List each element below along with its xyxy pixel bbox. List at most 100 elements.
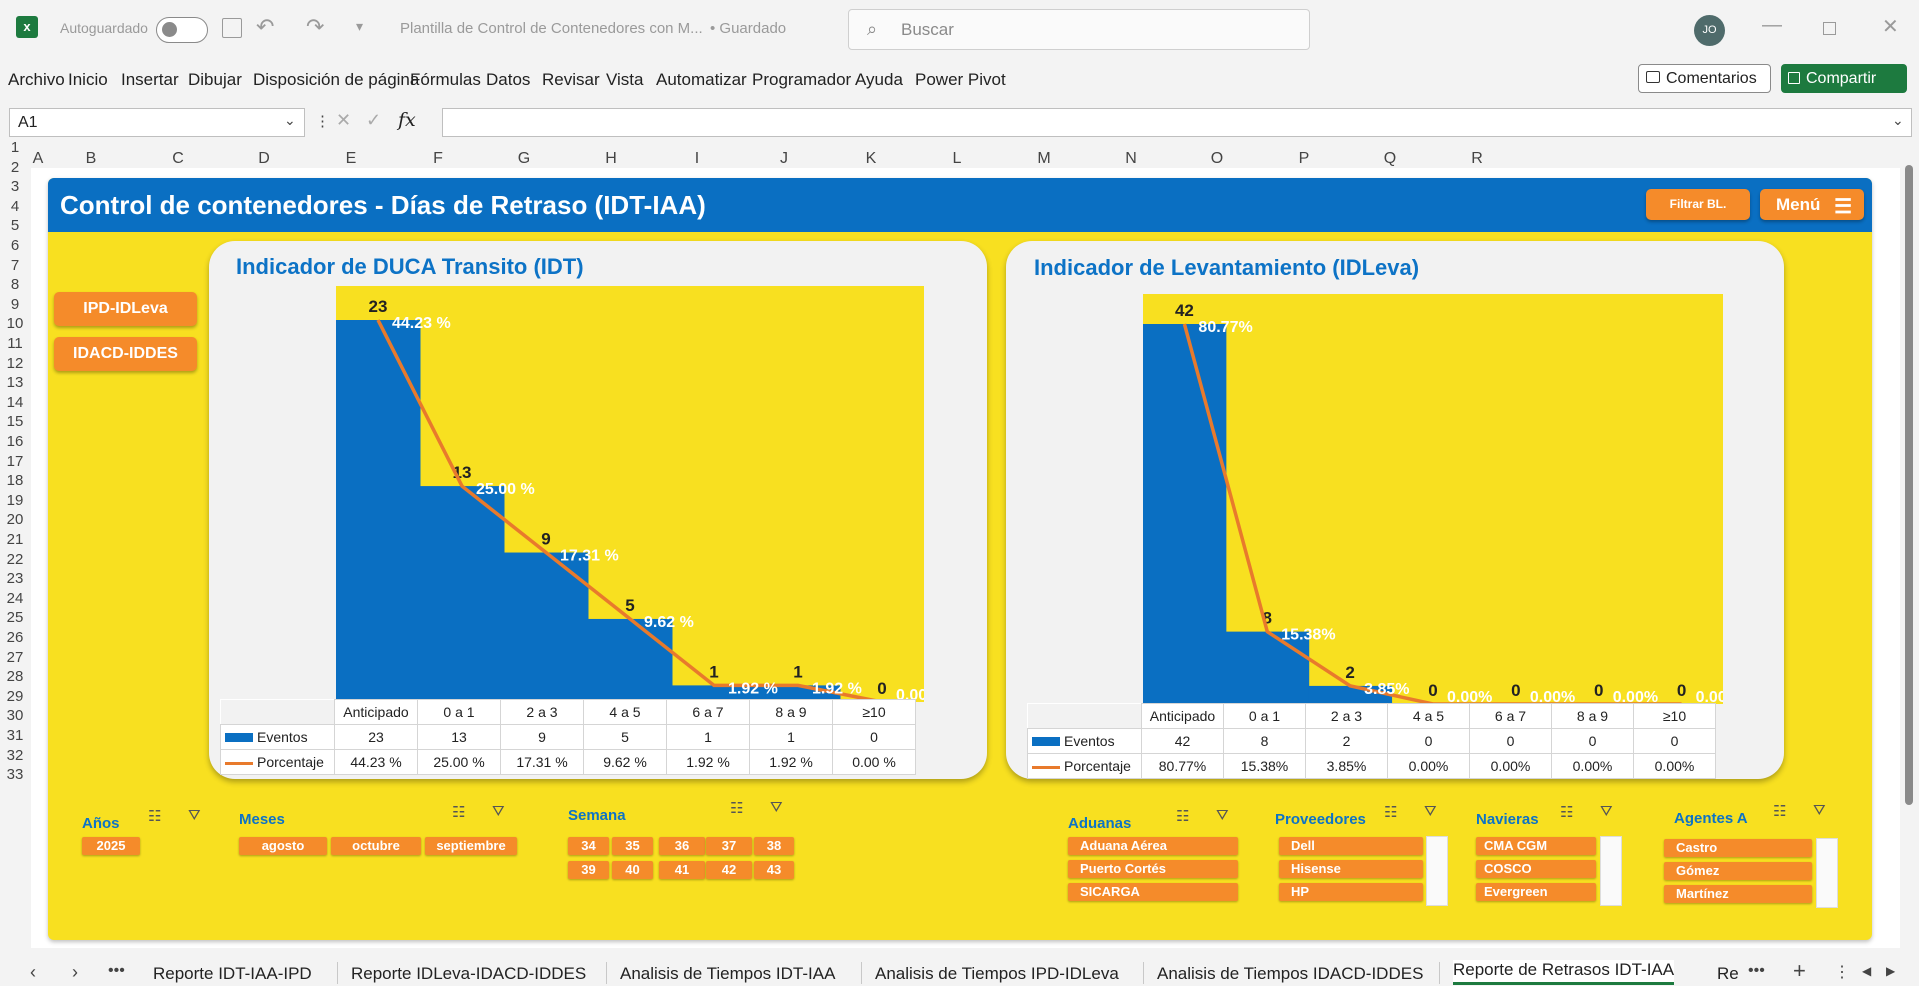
comments-button[interactable]: Comentarios — [1638, 64, 1771, 93]
column-header[interactable]: E — [345, 150, 357, 167]
row-header[interactable]: 27 — [6, 648, 24, 666]
multi-select-icon[interactable]: ☷ — [1176, 808, 1190, 825]
slicer-scrollbar[interactable] — [1426, 836, 1448, 906]
navieras-item[interactable]: COSCO — [1476, 860, 1596, 878]
row-header[interactable]: 1 — [10, 139, 20, 156]
scroll-thumb[interactable] — [1905, 165, 1913, 805]
menu-f-rmulas[interactable]: Fórmulas — [410, 70, 481, 89]
semana-item[interactable]: 36 — [659, 837, 705, 855]
share-button[interactable]: Compartir — [1781, 64, 1907, 93]
row-header[interactable]: 20 — [6, 511, 24, 529]
clear-filter-icon[interactable]: ⛛ — [1216, 807, 1229, 824]
agentes-item[interactable]: Gómez — [1664, 862, 1812, 880]
name-box[interactable]: A1 — [9, 108, 305, 137]
meses-item[interactable]: agosto — [239, 837, 327, 855]
column-header[interactable]: G — [517, 150, 531, 167]
sheet-tab[interactable]: Reporte IDT-IAA-IPD — [153, 964, 312, 983]
semana-item[interactable]: 38 — [754, 837, 794, 855]
clear-filter-icon[interactable]: ⛛ — [1600, 803, 1613, 820]
column-header[interactable]: D — [258, 150, 270, 167]
close-icon[interactable]: ✕ — [1882, 16, 1899, 38]
clear-filter-icon[interactable]: ⛛ — [188, 807, 201, 824]
column-header[interactable]: I — [694, 150, 700, 167]
row-header[interactable]: 25 — [6, 609, 24, 627]
menu-vista[interactable]: Vista — [606, 70, 644, 89]
semana-item[interactable]: 35 — [612, 837, 653, 855]
chevron-down-icon[interactable]: ⌄ — [284, 112, 296, 128]
column-header[interactable]: M — [1037, 150, 1051, 167]
sheet-tab[interactable]: Reporte IDLeva-IDACD-IDDES — [351, 964, 587, 983]
scroll-tabs-left-icon[interactable]: ‹ — [30, 962, 36, 982]
anios-item[interactable]: 2025 — [82, 837, 140, 855]
row-header[interactable]: 14 — [6, 393, 24, 411]
menu-inicio[interactable]: Inicio — [68, 70, 108, 89]
column-header[interactable]: F — [433, 150, 443, 167]
row-header[interactable]: 32 — [6, 746, 24, 764]
clear-filter-icon[interactable]: ⛛ — [1813, 802, 1826, 819]
semana-item[interactable]: 40 — [612, 861, 653, 879]
clear-filter-icon[interactable]: ⛛ — [770, 799, 783, 816]
row-header[interactable]: 31 — [6, 727, 24, 744]
row-header[interactable]: 17 — [6, 452, 24, 470]
proveedores-item[interactable]: Hisense — [1279, 860, 1423, 878]
row-header[interactable]: 19 — [6, 491, 24, 509]
sheet-tab[interactable]: Reporte de Retrasos IDT-IAA — [1453, 960, 1675, 985]
aduanas-item[interactable]: Aduana Aérea — [1068, 837, 1238, 855]
row-header[interactable]: 21 — [6, 531, 24, 548]
menu-button[interactable]: Menú ☰ — [1760, 189, 1864, 220]
column-header[interactable]: J — [780, 150, 788, 167]
formula-input[interactable] — [442, 108, 1912, 137]
clear-filter-icon[interactable]: ⛛ — [1424, 803, 1437, 820]
column-header[interactable]: N — [1125, 150, 1137, 167]
row-header[interactable]: 12 — [6, 354, 24, 372]
menu-ayuda[interactable]: Ayuda — [855, 70, 903, 89]
menu-archivo[interactable]: Archivo — [8, 70, 65, 89]
menu-datos[interactable]: Datos — [486, 70, 531, 89]
menu-programador[interactable]: Programador — [752, 70, 852, 89]
row-header[interactable]: 29 — [6, 687, 24, 705]
semana-item[interactable]: 39 — [568, 861, 609, 879]
row-header[interactable]: 5 — [10, 217, 20, 235]
row-header[interactable]: 33 — [6, 766, 24, 784]
multi-select-icon[interactable]: ☷ — [730, 800, 744, 817]
semana-item[interactable]: 34 — [568, 837, 609, 855]
column-header[interactable]: R — [1471, 150, 1483, 167]
agentes-item[interactable]: Martínez — [1664, 885, 1812, 903]
column-header[interactable]: Q — [1383, 150, 1397, 167]
multi-select-icon[interactable]: ☷ — [1773, 803, 1787, 820]
proveedores-item[interactable]: Dell — [1279, 837, 1423, 855]
hscroll-left-icon[interactable]: ◀ — [1862, 964, 1872, 978]
column-header[interactable]: B — [85, 150, 97, 167]
aduanas-item[interactable]: Puerto Cortés — [1068, 860, 1238, 878]
scroll-tabs-right-icon[interactable]: › — [72, 962, 78, 982]
sheet-tab[interactable]: Re — [1717, 964, 1739, 983]
row-header[interactable]: 26 — [6, 629, 24, 646]
row-header[interactable]: 11 — [7, 335, 23, 352]
avatar[interactable]: JO — [1694, 15, 1725, 46]
row-header[interactable]: 28 — [6, 668, 24, 686]
sheet-tab[interactable]: Analisis de Tiempos IDT-IAA — [620, 964, 836, 983]
sheet-tab[interactable]: Analisis de Tiempos IDACD-IDDES — [1157, 964, 1424, 983]
menu-disposici-n-de-p-gina[interactable]: Disposición de página — [253, 70, 420, 89]
more-sheets-icon[interactable]: ••• — [1748, 962, 1765, 979]
column-header[interactable]: P — [1298, 150, 1310, 167]
cancel-formula-icon[interactable]: ✕ — [336, 110, 352, 130]
column-header[interactable]: A — [32, 150, 44, 167]
column-header[interactable]: O — [1210, 150, 1224, 167]
autosave-toggle[interactable] — [156, 17, 208, 43]
menu-insertar[interactable]: Insertar — [121, 70, 179, 89]
document-title[interactable]: Plantilla de Control de Contenedores con… — [400, 20, 703, 37]
hscroll-right-icon[interactable]: ▶ — [1886, 964, 1896, 978]
restore-icon[interactable] — [1823, 22, 1836, 35]
sheet-options-icon[interactable]: ⋮ — [1834, 964, 1850, 981]
meses-item[interactable]: octubre — [331, 837, 421, 855]
menu-automatizar[interactable]: Automatizar — [656, 70, 747, 89]
more-options-icon[interactable]: ⋮ — [315, 113, 330, 130]
row-header[interactable]: 8 — [10, 276, 20, 294]
agentes-item[interactable]: Castro — [1664, 839, 1812, 857]
row-header[interactable]: 7 — [10, 256, 20, 274]
filter-bl-button[interactable]: Filtrar BL. — [1646, 189, 1750, 220]
proveedores-item[interactable]: HP — [1279, 883, 1423, 901]
clear-filter-icon[interactable]: ⛛ — [492, 803, 505, 820]
aduanas-item[interactable]: SICARGA — [1068, 883, 1238, 901]
